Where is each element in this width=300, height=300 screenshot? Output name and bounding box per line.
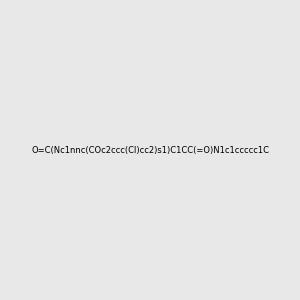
Text: O=C(Nc1nnc(COc2ccc(Cl)cc2)s1)C1CC(=O)N1c1ccccc1C: O=C(Nc1nnc(COc2ccc(Cl)cc2)s1)C1CC(=O)N1c… [31,146,269,154]
